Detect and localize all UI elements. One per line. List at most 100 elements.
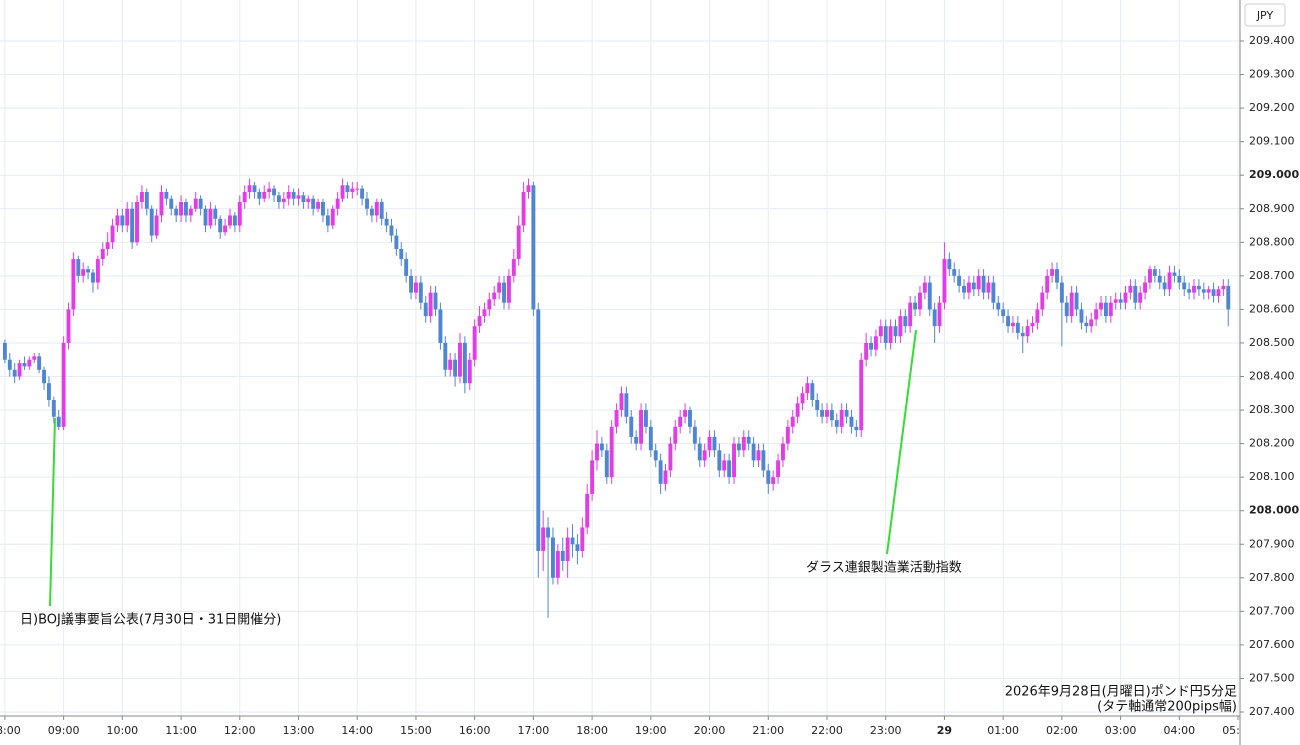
candle-body — [560, 550, 565, 562]
candle-body — [526, 185, 531, 192]
candle-body — [805, 383, 810, 394]
candle-body — [1206, 289, 1211, 293]
candle-body — [120, 215, 125, 226]
candle-body — [183, 202, 188, 216]
candle-body — [908, 302, 913, 327]
candle-body — [1050, 269, 1055, 276]
candle — [193, 191, 198, 213]
candle-body — [653, 450, 658, 461]
candle — [394, 228, 399, 256]
candle — [1079, 302, 1084, 330]
candle-body — [208, 208, 213, 226]
candle — [648, 420, 653, 458]
candle — [825, 403, 829, 424]
candle — [311, 195, 316, 216]
candle — [159, 185, 164, 223]
candle-body — [1094, 309, 1099, 320]
candle-body — [438, 309, 443, 343]
candle-body — [873, 336, 878, 350]
candle-body — [198, 198, 203, 209]
candle — [497, 275, 502, 300]
x-tick-label: 02:00 — [1046, 724, 1078, 737]
y-tick-label: 208.000 — [1249, 504, 1299, 517]
candle-body — [927, 282, 932, 310]
x-tick-label: 19:00 — [635, 724, 667, 737]
candle — [296, 188, 301, 206]
candle-body — [825, 410, 829, 417]
candle-body — [1001, 309, 1006, 317]
candle — [242, 185, 247, 209]
candle-body — [643, 410, 648, 427]
candle — [1035, 302, 1040, 330]
candle-body — [369, 208, 374, 216]
y-tick-label: 209.300 — [1249, 68, 1295, 81]
candle-body — [257, 191, 262, 199]
x-tick-label: 04:00 — [1163, 724, 1195, 737]
candle — [810, 379, 815, 407]
candle — [477, 306, 482, 333]
candle-body — [301, 195, 306, 203]
candle — [604, 443, 609, 484]
candle — [551, 527, 555, 585]
candle-body — [864, 342, 869, 360]
candle — [301, 191, 306, 209]
candle-body — [599, 443, 604, 451]
candle — [502, 275, 506, 310]
candle — [1226, 279, 1231, 327]
candle — [188, 205, 193, 223]
candle — [614, 403, 619, 434]
candle-body — [423, 302, 428, 317]
candle — [536, 302, 541, 578]
candle-body — [898, 316, 903, 337]
candle-body — [86, 269, 91, 273]
candle — [595, 430, 599, 471]
candle — [555, 544, 560, 585]
candle — [780, 436, 785, 468]
annotation-line — [49, 417, 56, 607]
candle-body — [433, 292, 438, 310]
candle — [1025, 319, 1030, 343]
candle — [1118, 292, 1123, 310]
candle-body — [844, 410, 849, 417]
candle-body — [707, 436, 712, 451]
candle-body — [541, 527, 546, 551]
candle — [321, 198, 325, 223]
candle — [834, 413, 839, 434]
y-tick-label: 208.600 — [1249, 302, 1295, 315]
candle-body — [790, 416, 795, 427]
candle-body — [7, 359, 12, 370]
candle — [741, 430, 746, 458]
candle — [149, 205, 154, 243]
candle-body — [829, 410, 834, 421]
candle — [257, 188, 262, 206]
candle-body — [986, 282, 991, 293]
candle-body — [585, 493, 590, 528]
candle-body — [834, 420, 839, 427]
candle-body — [506, 275, 511, 303]
candle — [17, 359, 22, 380]
candle-body — [51, 399, 56, 417]
candle-body — [800, 393, 805, 404]
candle — [1050, 262, 1055, 283]
candle-body — [957, 275, 962, 286]
y-tick-label: 207.500 — [1249, 671, 1295, 684]
candle — [976, 269, 981, 296]
candle-body — [1113, 299, 1118, 303]
candle-body — [663, 470, 668, 484]
candle-body — [472, 326, 477, 360]
candle-body — [71, 259, 76, 310]
candle — [384, 212, 389, 233]
candle-body — [169, 198, 174, 209]
candle — [1006, 309, 1011, 333]
candle — [272, 185, 276, 203]
candle — [1123, 285, 1128, 310]
candle — [712, 430, 717, 458]
candle-body — [1015, 322, 1020, 333]
candle-body — [1010, 322, 1015, 327]
candle — [702, 443, 707, 468]
candle — [130, 202, 135, 250]
candle-body — [164, 191, 169, 199]
candle — [443, 336, 448, 377]
candle — [913, 295, 918, 317]
x-tick-label: 17:00 — [518, 724, 550, 737]
